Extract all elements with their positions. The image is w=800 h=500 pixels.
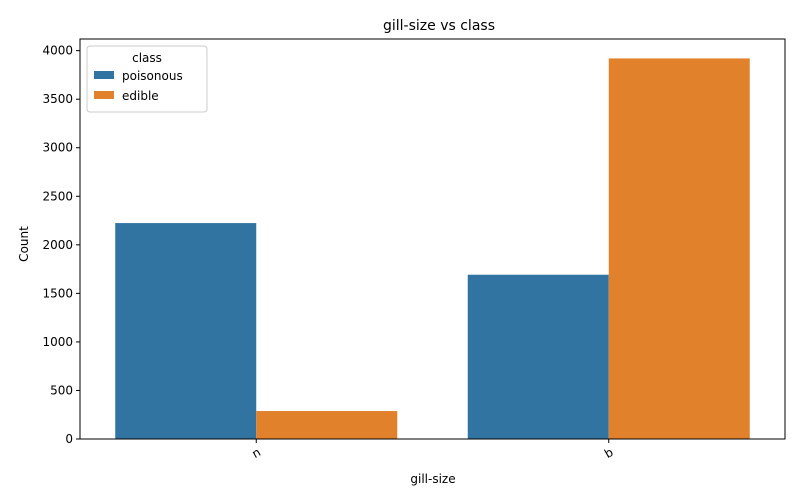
y-tick-label: 1500 <box>42 286 73 300</box>
legend-box <box>86 45 208 113</box>
bar-poisonous-b <box>467 274 609 439</box>
y-tick-label: 3000 <box>42 141 73 155</box>
x-tick-label-n: n <box>249 445 263 461</box>
legend-swatch-poisonous <box>94 71 114 79</box>
y-tick-label: 2500 <box>42 189 73 203</box>
bar-edible-n <box>256 411 398 439</box>
y-tick-label: 3500 <box>42 92 73 106</box>
x-tick-label-b: b <box>602 445 616 461</box>
x-axis-label: gill-size <box>410 472 455 486</box>
legend-swatch-edible <box>94 91 114 99</box>
legend-title: class <box>132 51 162 65</box>
legend-label-poisonous: poisonous <box>122 69 183 83</box>
plot-frame <box>79 38 786 440</box>
y-tick-label: 1000 <box>42 335 73 349</box>
y-axis: 0 500 1000 1500 2000 2500 3000 3500 4000 <box>42 44 80 446</box>
plot-area <box>115 58 750 439</box>
y-tick-label: 4000 <box>42 44 73 58</box>
y-tick-label: 2000 <box>42 238 73 252</box>
legend: class poisonous edible <box>86 45 208 113</box>
y-tick-label: 500 <box>50 383 73 397</box>
chart-title: gill-size vs class <box>383 18 495 34</box>
legend-label-edible: edible <box>122 89 159 103</box>
bar-poisonous-n <box>115 223 257 439</box>
y-axis-label: Count <box>17 226 31 262</box>
y-tick-label: 0 <box>65 432 73 446</box>
bar-edible-b <box>608 58 750 439</box>
